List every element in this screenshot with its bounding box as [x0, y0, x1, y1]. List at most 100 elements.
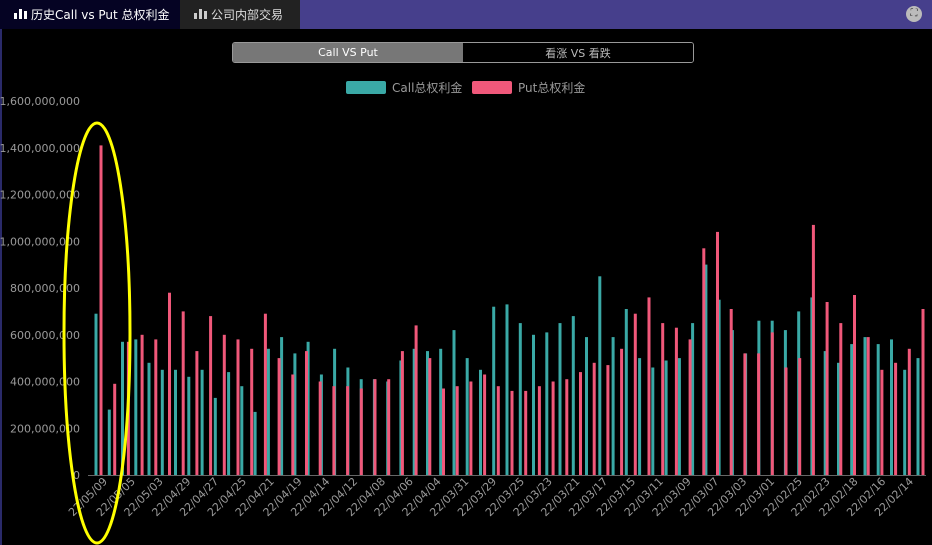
call-bar	[717, 299, 721, 475]
call-bar	[426, 351, 429, 475]
y-tick-label: 600,000,000	[10, 329, 80, 342]
call-bar	[704, 264, 708, 475]
tab-call-vs-put-history[interactable]: 历史Call vs Put 总权利金	[0, 0, 180, 29]
put-bar	[428, 358, 432, 475]
call-bar	[266, 348, 270, 475]
put-bar	[305, 351, 308, 475]
put-bar	[647, 297, 651, 475]
call-bar	[107, 409, 111, 475]
call-bar	[187, 376, 191, 475]
call-bar	[890, 339, 893, 475]
call-bar	[465, 358, 469, 475]
put-bar	[853, 295, 856, 475]
put-bar	[414, 325, 418, 475]
call-bar	[518, 323, 522, 475]
call-bar	[492, 306, 496, 475]
put-bar	[359, 388, 363, 475]
put-bar	[633, 313, 637, 475]
put-bar	[880, 369, 884, 475]
put-bar	[620, 348, 624, 475]
call-bar	[240, 386, 244, 475]
put-bar	[921, 309, 925, 475]
put-bar	[483, 374, 487, 475]
put-bar	[277, 358, 281, 475]
call-bar	[624, 309, 628, 475]
put-bar	[469, 381, 473, 475]
call-bar	[412, 348, 416, 475]
call-bar	[452, 330, 456, 475]
call-bar	[227, 372, 231, 475]
legend-label: Put总权利金	[518, 80, 585, 95]
put-bar	[195, 351, 199, 475]
y-tick-label: 1,600,000,000	[0, 95, 80, 108]
put-bar	[236, 339, 240, 475]
put-bar	[140, 334, 144, 476]
call-bar	[121, 341, 124, 475]
put-bar	[606, 365, 610, 475]
bar-chart-icon	[194, 7, 208, 22]
call-bar	[823, 351, 827, 475]
put-bar	[496, 386, 500, 475]
call-bar	[439, 348, 443, 475]
put-bar	[168, 292, 171, 475]
call-bar	[916, 358, 920, 475]
fullscreen-icon[interactable]: ⛶	[906, 6, 922, 22]
put-bar	[825, 302, 829, 475]
put-bar	[907, 348, 911, 475]
toggle-call-vs-put[interactable]: Call VS Put	[233, 43, 463, 62]
call-bar	[903, 369, 907, 475]
put-bar	[537, 386, 541, 475]
put-bar	[811, 224, 815, 475]
call-bar	[306, 341, 310, 475]
call-bar	[253, 411, 257, 475]
call-bar	[213, 397, 217, 475]
put-bar	[743, 353, 747, 475]
put-bar	[222, 334, 226, 476]
call-bar	[585, 337, 588, 475]
tab-label: 公司内部交易	[211, 8, 284, 22]
tab-insider-trading[interactable]: 公司内部交易	[180, 0, 300, 29]
call-bar	[545, 332, 549, 475]
call-bar	[571, 316, 575, 475]
put-bar	[565, 379, 569, 475]
call-bar	[664, 360, 668, 475]
left-border	[0, 29, 2, 545]
legend-swatch	[472, 81, 512, 94]
put-bar	[579, 372, 582, 475]
put-bar	[318, 381, 322, 475]
put-bar	[154, 339, 158, 475]
tab-bar: 历史Call vs Put 总权利金 公司内部交易 ⛶	[0, 0, 932, 29]
put-bar	[510, 390, 514, 475]
put-bar	[400, 351, 404, 475]
put-bar	[770, 332, 774, 475]
put-bar	[387, 379, 391, 475]
put-bar	[346, 386, 350, 475]
y-tick-label: 400,000,000	[10, 376, 80, 389]
call-bar	[837, 362, 840, 475]
put-bar	[702, 248, 706, 475]
legend-label: Call总权利金	[392, 80, 462, 95]
tab-label: 历史Call vs Put 总权利金	[31, 8, 170, 22]
y-tick-label: 1,400,000,000	[0, 142, 80, 155]
call-bar	[876, 344, 880, 475]
call-bar	[863, 337, 867, 475]
put-bar	[839, 323, 843, 475]
call-bar	[293, 353, 297, 475]
call-bar	[598, 276, 602, 475]
call-bar	[280, 337, 284, 475]
call-bar	[200, 369, 204, 475]
call-bar	[505, 304, 509, 475]
toggle-bull-vs-bear[interactable]: 看涨 VS 看跌	[463, 43, 693, 62]
view-toggle: Call VS Put 看涨 VS 看跌	[232, 42, 694, 63]
y-tick-label: 0	[73, 469, 80, 482]
call-bar	[147, 362, 151, 475]
put-bar	[455, 386, 459, 475]
y-tick-label: 200,000,000	[10, 422, 80, 435]
call-bar	[94, 313, 98, 475]
y-tick-label: 1,200,000,000	[0, 189, 80, 202]
put-bar	[674, 327, 678, 475]
put-bar	[181, 311, 185, 475]
put-bar	[661, 323, 665, 475]
y-tick-label: 800,000,000	[10, 282, 80, 295]
call-bar	[651, 367, 655, 475]
